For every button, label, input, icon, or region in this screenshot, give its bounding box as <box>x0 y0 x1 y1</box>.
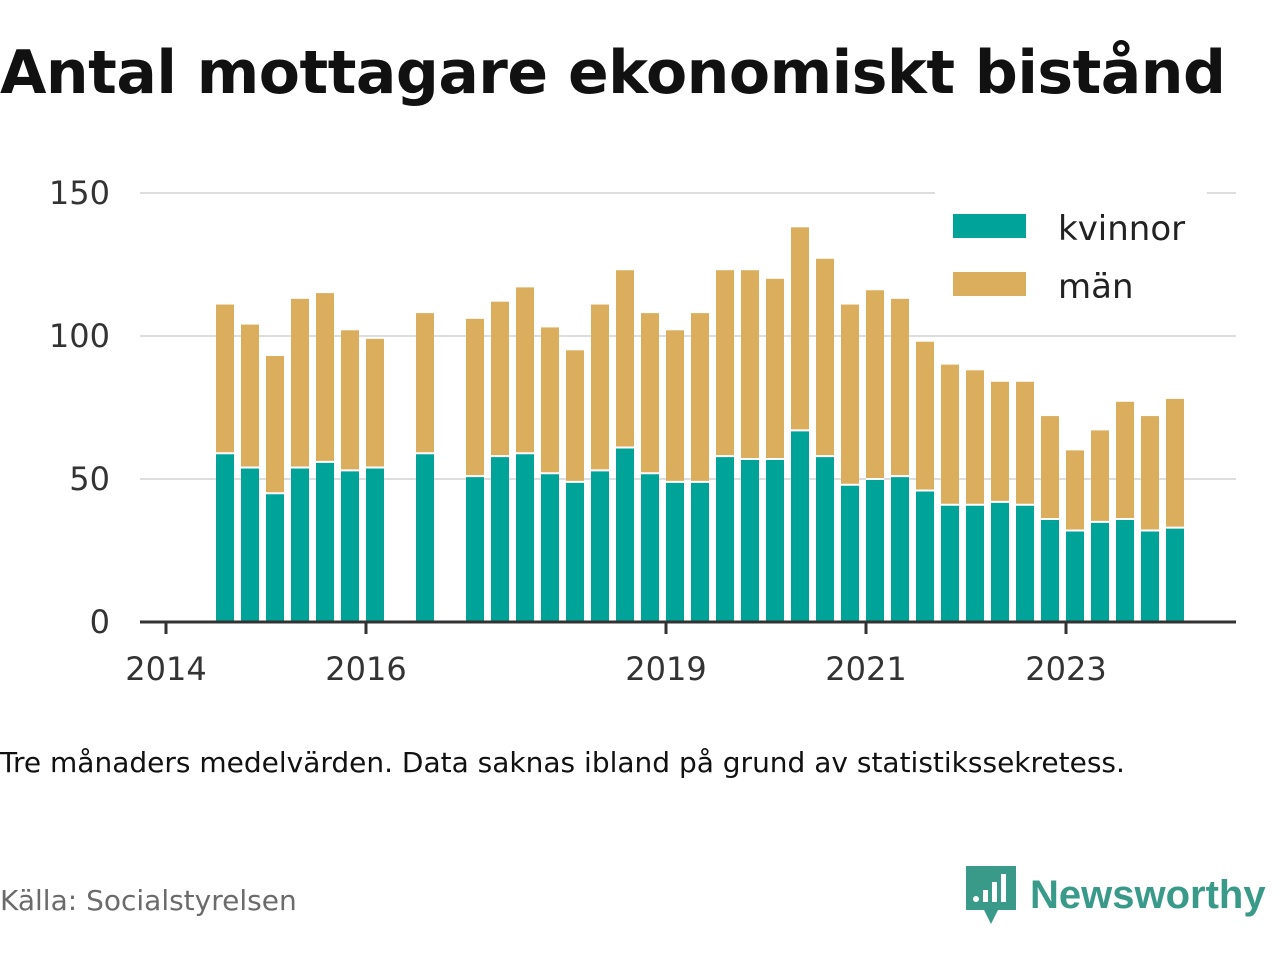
bar-man-2017-Q3 <box>541 327 559 474</box>
bar-man-2020-Q2 <box>816 258 834 457</box>
x-tick-label-2014: 2014 <box>125 650 206 688</box>
bar-kvinnor-2022-Q4 <box>1066 530 1084 622</box>
bar-kvinnor-2023-Q4 <box>1166 527 1184 622</box>
y-tick-label-100: 100 <box>49 317 110 355</box>
bar-kvinnor-2015-Q3 <box>341 470 359 622</box>
x-tick-label-2023: 2023 <box>1025 650 1106 688</box>
bar-man-2018-Q1 <box>591 304 609 471</box>
bar-man-2021-Q4 <box>966 370 984 505</box>
bar-kvinnor-2020-Q2 <box>816 456 834 622</box>
bar-kvinnor-2021-Q3 <box>941 504 959 622</box>
bar-man-2023-Q1 <box>1091 430 1109 522</box>
bar-man-2018-Q4 <box>666 330 684 482</box>
bar-kvinnor-2014-Q2 <box>216 453 234 622</box>
bar-kvinnor-2017-Q1 <box>491 456 509 622</box>
chart-note: Tre månaders medelvärden. Data saknas ib… <box>0 746 1125 779</box>
x-tick-label-2016: 2016 <box>325 650 406 688</box>
bar-man-2020-Q1 <box>791 227 809 431</box>
bar-man-2015-Q1 <box>291 298 309 468</box>
bar-kvinnor-2023-Q2 <box>1116 519 1134 622</box>
bar-kvinnor-2019-Q2 <box>716 456 734 622</box>
bar-kvinnor-2019-Q3 <box>741 458 759 622</box>
chart-title: Antal mottagare ekonomiskt bistånd <box>0 38 1226 108</box>
bar-man-2014-Q3 <box>241 324 259 468</box>
bar-kvinnor-2021-Q2 <box>916 490 934 622</box>
bar-man-2021-Q2 <box>916 341 934 491</box>
bar-kvinnor-2014-Q4 <box>266 493 284 622</box>
bar-man-2018-Q2 <box>616 270 634 448</box>
bars <box>216 227 1184 622</box>
bar-man-2016-Q4 <box>466 318 484 477</box>
legend-label-kvinnor: kvinnor <box>1058 209 1185 249</box>
bar-kvinnor-2015-Q1 <box>291 467 309 622</box>
bar-kvinnor-2018-Q1 <box>591 470 609 622</box>
x-tick-label-2019: 2019 <box>625 650 706 688</box>
bar-man-2021-Q3 <box>941 364 959 505</box>
bar-kvinnor-2020-Q4 <box>866 479 884 622</box>
bar-kvinnor-2021-Q1 <box>891 476 909 622</box>
bar-kvinnor-2021-Q4 <box>966 504 984 622</box>
y-tick-label-150: 150 <box>49 174 110 212</box>
bar-man-2019-Q2 <box>716 270 734 457</box>
bar-man-2017-Q4 <box>566 350 584 482</box>
bar-man-2017-Q2 <box>516 287 534 454</box>
bar-kvinnor-2015-Q4 <box>366 467 384 622</box>
legend-swatch-man <box>953 272 1026 296</box>
bar-kvinnor-2019-Q4 <box>766 458 784 622</box>
bar-kvinnor-2022-Q2 <box>1016 504 1034 622</box>
brand-name: Newsworthy <box>1030 872 1266 917</box>
legend-swatch-kvinnor <box>953 214 1026 238</box>
bar-kvinnor-2017-Q4 <box>566 481 584 622</box>
newsworthy-logo-icon <box>966 866 1016 924</box>
y-tick-label-0: 0 <box>90 603 110 641</box>
bar-man-2023-Q2 <box>1116 401 1134 520</box>
bar-man-2023-Q4 <box>1166 398 1184 528</box>
bar-man-2014-Q2 <box>216 304 234 454</box>
bar-man-2019-Q1 <box>691 313 709 482</box>
bar-kvinnor-2018-Q2 <box>616 447 634 622</box>
x-tick-label-2021: 2021 <box>825 650 906 688</box>
bar-kvinnor-2022-Q3 <box>1041 519 1059 622</box>
newsworthy-brand: Newsworthy <box>966 866 1266 924</box>
bar-man-2022-Q3 <box>1041 416 1059 520</box>
bar-kvinnor-2020-Q3 <box>841 484 859 622</box>
bar-man-2020-Q3 <box>841 304 859 485</box>
bar-man-2015-Q3 <box>341 330 359 471</box>
bar-kvinnor-2016-Q2 <box>416 453 434 622</box>
bar-man-2016-Q2 <box>416 313 434 454</box>
axes: 0 50 100 150 2014 2016 2019 2021 2023 <box>49 174 1236 688</box>
bar-man-2022-Q4 <box>1066 450 1084 531</box>
bar-man-2023-Q3 <box>1141 416 1159 531</box>
bar-kvinnor-2017-Q3 <box>541 473 559 622</box>
legend-label-man: män <box>1058 267 1134 307</box>
chart-area: 0 50 100 150 2014 2016 2019 2021 2023 kvinnor män <box>49 174 1236 688</box>
bar-kvinnor-2023-Q1 <box>1091 521 1109 622</box>
bar-kvinnor-2017-Q2 <box>516 453 534 622</box>
bar-kvinnor-2015-Q2 <box>316 461 334 622</box>
legend: kvinnor män <box>935 190 1207 320</box>
bar-man-2015-Q2 <box>316 293 334 462</box>
bar-man-2015-Q4 <box>366 338 384 468</box>
bar-kvinnor-2016-Q4 <box>466 476 484 622</box>
bar-man-2022-Q2 <box>1016 381 1034 505</box>
bar-man-2014-Q4 <box>266 356 284 494</box>
bar-man-2022-Q1 <box>991 381 1009 502</box>
bar-man-2021-Q1 <box>891 298 909 477</box>
bar-man-2019-Q3 <box>741 270 759 459</box>
bar-man-2018-Q3 <box>641 313 659 474</box>
bar-man-2020-Q4 <box>866 290 884 479</box>
bar-kvinnor-2020-Q1 <box>791 430 809 622</box>
bar-kvinnor-2014-Q3 <box>241 467 259 622</box>
bar-kvinnor-2023-Q3 <box>1141 530 1159 622</box>
bar-man-2019-Q4 <box>766 278 784 459</box>
bar-kvinnor-2018-Q4 <box>666 481 684 622</box>
bar-kvinnor-2022-Q1 <box>991 501 1009 622</box>
bar-kvinnor-2018-Q3 <box>641 473 659 622</box>
bar-man-2017-Q1 <box>491 301 509 457</box>
bar-kvinnor-2019-Q1 <box>691 481 709 622</box>
y-tick-label-50: 50 <box>69 460 110 498</box>
legend-box <box>935 190 1207 320</box>
source-text: Källa: Socialstyrelsen <box>0 884 297 917</box>
